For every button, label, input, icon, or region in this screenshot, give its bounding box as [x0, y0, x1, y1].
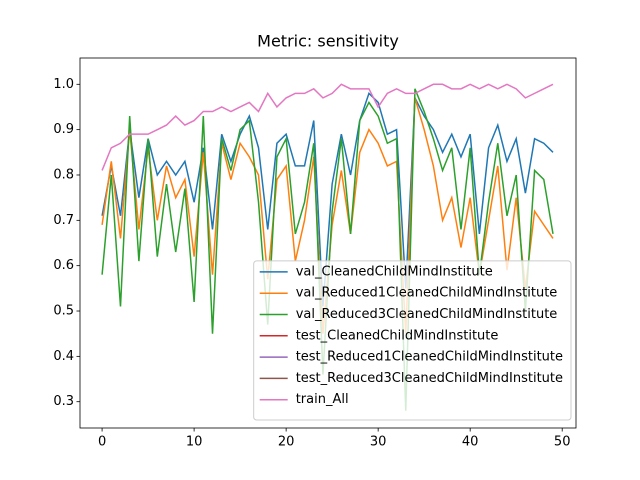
y-tick-label: 0.3 — [53, 394, 74, 409]
legend-label: test_Reduced3CleanedChildMindInstitute — [296, 371, 563, 386]
legend-label: test_Reduced1CleanedChildMindInstitute — [296, 350, 563, 365]
y-tick-label: 0.5 — [53, 304, 74, 319]
x-tick-label: 50 — [554, 435, 571, 450]
legend-label: val_Reduced3CleanedChildMindInstitute — [296, 307, 558, 322]
x-tick-label: 20 — [278, 435, 295, 450]
legend-label: test_CleanedChildMindInstitute — [296, 328, 499, 343]
legend-frame — [253, 260, 572, 421]
y-tick-label: 0.6 — [53, 258, 74, 273]
y-tick-label: 0.8 — [53, 167, 74, 182]
chart-title: Metric: sensitivity — [257, 32, 399, 51]
legend: val_CleanedChildMindInstitute val_Reduced… — [253, 260, 572, 421]
legend-label: train_All — [296, 392, 349, 407]
series-line — [101, 91, 554, 307]
x-tick-label: 0 — [98, 435, 106, 450]
plot-frame — [79, 57, 577, 429]
y-tick-label: 0.4 — [53, 349, 74, 364]
x-tick-label: 30 — [370, 435, 387, 450]
legend-label: val_CleanedChildMindInstitute — [296, 264, 493, 279]
y-tick-label: 0.7 — [53, 213, 74, 228]
x-tick-label: 40 — [462, 435, 479, 450]
series-line — [101, 83, 554, 171]
x-tick-label: 10 — [186, 435, 203, 450]
y-tick-label: 0.9 — [53, 122, 74, 137]
legend-label: val_Reduced1CleanedChildMindInstitute — [296, 286, 558, 301]
y-tick-label: 1.0 — [53, 77, 74, 92]
